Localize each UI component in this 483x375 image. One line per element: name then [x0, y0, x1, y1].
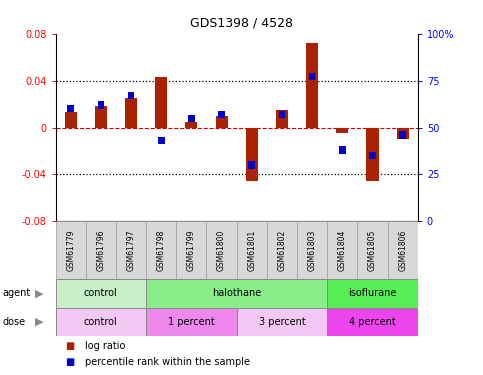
Bar	[67, 105, 74, 112]
Bar	[327, 221, 357, 279]
Bar	[336, 128, 348, 134]
Text: agent: agent	[2, 288, 30, 298]
Bar	[158, 137, 165, 144]
Text: control: control	[84, 288, 118, 298]
Text: percentile rank within the sample: percentile rank within the sample	[85, 357, 250, 368]
Text: GSM61806: GSM61806	[398, 230, 407, 271]
Text: dose: dose	[2, 316, 26, 327]
Text: ▶: ▶	[35, 316, 44, 327]
Bar	[367, 128, 379, 182]
Bar	[146, 308, 237, 336]
Bar	[146, 279, 327, 308]
Text: ■: ■	[65, 340, 74, 351]
Bar	[297, 221, 327, 279]
Bar	[125, 98, 137, 128]
Bar	[246, 128, 258, 182]
Text: GSM61801: GSM61801	[247, 230, 256, 271]
Bar	[98, 102, 104, 108]
Bar	[339, 147, 346, 153]
Bar	[86, 221, 116, 279]
Bar	[128, 92, 134, 99]
Bar	[116, 221, 146, 279]
Text: GSM61779: GSM61779	[66, 230, 75, 271]
Bar	[237, 221, 267, 279]
Text: GSM61796: GSM61796	[96, 230, 105, 271]
Bar	[56, 308, 146, 336]
Bar	[146, 221, 176, 279]
Bar	[309, 74, 315, 80]
Text: isoflurane: isoflurane	[348, 288, 397, 298]
Bar	[185, 122, 198, 128]
Text: GSM61800: GSM61800	[217, 230, 226, 271]
Bar	[327, 308, 418, 336]
Bar	[399, 132, 406, 138]
Text: log ratio: log ratio	[85, 340, 125, 351]
Text: ▶: ▶	[35, 288, 44, 298]
Bar	[388, 221, 418, 279]
Bar	[306, 43, 318, 128]
Text: 4 percent: 4 percent	[349, 316, 396, 327]
Text: GSM61802: GSM61802	[277, 230, 286, 271]
Text: control: control	[84, 316, 118, 327]
Text: GSM61804: GSM61804	[338, 230, 347, 271]
Bar	[248, 162, 255, 168]
Bar	[56, 279, 146, 308]
Bar	[188, 115, 195, 122]
Text: GSM61803: GSM61803	[308, 230, 317, 271]
Bar	[369, 152, 376, 159]
Bar	[276, 110, 288, 128]
Bar	[65, 112, 77, 128]
Bar	[207, 221, 237, 279]
Bar	[397, 128, 409, 139]
Text: 1 percent: 1 percent	[168, 316, 215, 327]
Bar	[357, 221, 388, 279]
Bar	[279, 111, 285, 118]
Bar	[56, 221, 86, 279]
Text: GSM61805: GSM61805	[368, 230, 377, 271]
Bar	[155, 77, 167, 128]
Text: GSM61799: GSM61799	[187, 230, 196, 271]
Text: GSM61797: GSM61797	[127, 230, 136, 271]
Text: GDS1398 / 4528: GDS1398 / 4528	[190, 17, 293, 30]
Bar	[218, 111, 225, 118]
Bar	[237, 308, 327, 336]
Bar	[267, 221, 297, 279]
Text: GSM61798: GSM61798	[156, 230, 166, 271]
Text: halothane: halothane	[212, 288, 261, 298]
Bar	[215, 116, 227, 128]
Bar	[176, 221, 207, 279]
Text: 3 percent: 3 percent	[258, 316, 305, 327]
Bar	[95, 106, 107, 128]
Text: ■: ■	[65, 357, 74, 368]
Bar	[327, 279, 418, 308]
